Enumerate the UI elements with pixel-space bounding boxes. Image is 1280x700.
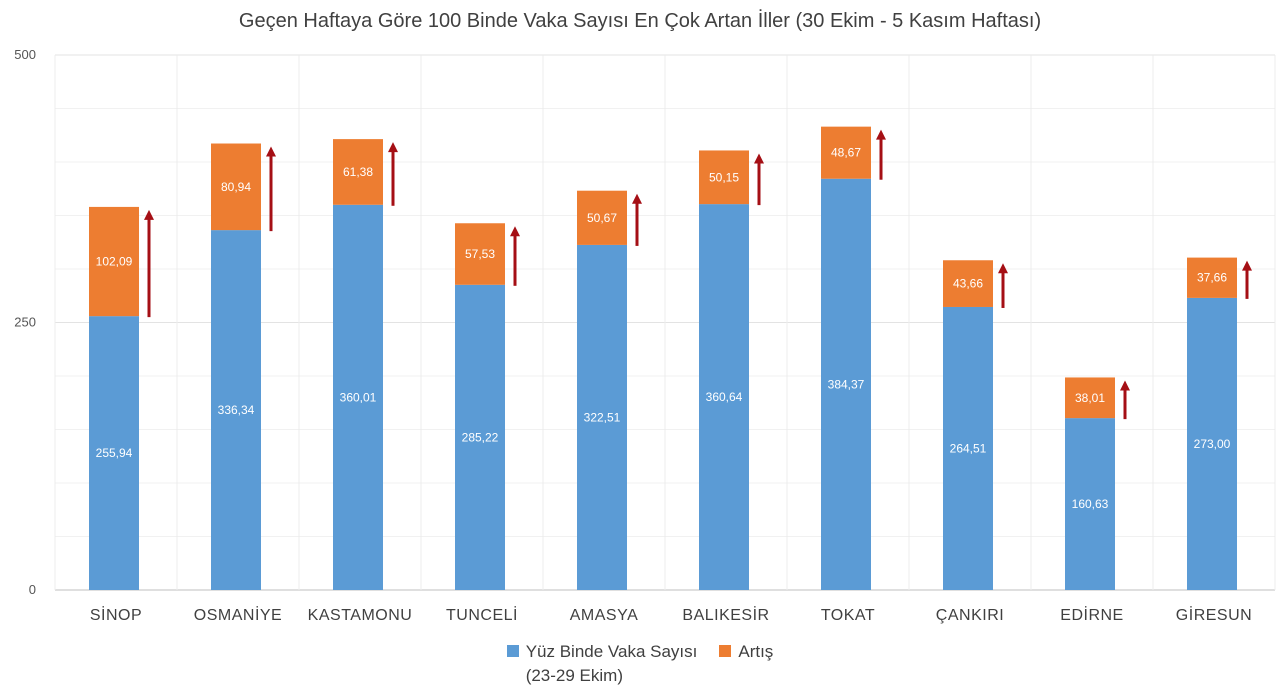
bar-base-4 [577,244,627,590]
data-label-increase-6: 48,67 [831,146,861,160]
category-label-3: TUNCELİ [446,605,518,624]
bars [89,126,1237,590]
data-label-increase-9: 37,66 [1197,271,1227,285]
legend-swatch-increase [719,645,732,657]
legend-swatch-base [506,645,519,657]
bar-increase-7 [943,260,993,307]
category-label-2: KASTAMONU [308,607,413,624]
bar-base-0 [89,316,139,590]
arrow-head-4 [632,193,642,204]
category-label-6: TOKAT [821,607,875,624]
stacked-bar-chart: 0 250 500 255,94 102,09 336,34 80,94 360,01 61,… [14,47,1276,624]
legend-label-base-line2: (23-29 Ekim) [525,666,623,685]
y-axis-ticks: 0 250 500 [14,47,36,597]
arrow-head-5 [754,153,764,164]
data-label-increase-7: 43,66 [953,277,983,291]
data-label-base-2: 360,01 [340,390,377,404]
bar-increase-0 [89,206,139,317]
bar-base-9 [1187,297,1237,590]
data-label-increase-8: 38,01 [1075,391,1105,405]
data-label-increase-1: 80,94 [221,180,251,194]
legend-item-increase: Artış [719,640,773,664]
legend-label-base: Yüz Binde Vaka Sayısı (23-29 Ekim) [526,640,698,688]
category-label-7: ÇANKIRI [936,607,1004,624]
arrow-head-9 [1242,260,1252,271]
bar-increase-1 [211,143,261,231]
arrow-head-7 [998,263,1008,274]
legend-label-base-line1: Yüz Binde Vaka Sayısı [525,642,698,661]
bar-base-7 [943,306,993,590]
bar-increase-2 [333,139,383,205]
data-label-increase-4: 50,67 [587,211,617,225]
arrow-head-8 [1120,380,1130,391]
category-label-9: GİRESUN [1176,605,1252,624]
data-label-increase-0: 102,09 [96,255,133,269]
y-tick-label-2: 500 [14,47,36,62]
legend: Yüz Binde Vaka Sayısı (23-29 Ekim) Artış [0,640,1280,688]
category-label-1: OSMANİYE [194,605,282,624]
arrow-head-2 [388,142,398,153]
arrow-head-6 [876,129,886,140]
chart-title: Geçen Haftaya Göre 100 Binde Vaka Sayısı… [238,10,1042,32]
category-label-4: AMASYA [570,607,639,624]
bar-increase-6 [821,126,871,179]
data-label-increase-5: 50,15 [709,170,739,184]
data-label-increase-2: 61,38 [343,165,373,179]
category-label-0: SİNOP [90,605,142,624]
arrow-head-3 [510,226,520,237]
y-tick-label-1: 250 [14,315,36,330]
data-label-base-3: 285,22 [462,430,499,444]
legend-label-increase: Artış [738,642,774,661]
legend-item-base: Yüz Binde Vaka Sayısı (23-29 Ekim) [506,640,698,688]
bar-base-8 [1065,418,1115,590]
category-label-5: BALIKESİR [682,605,769,624]
bar-increase-9 [1187,257,1237,298]
data-label-increase-3: 57,53 [465,247,495,261]
category-label-8: EDİRNE [1060,605,1123,624]
data-label-base-7: 264,51 [950,441,987,455]
data-labels: 255,94 102,09 336,34 80,94 360,01 61,38 285,22… [96,146,1231,511]
bar-increase-4 [577,190,627,245]
x-axis-labels: SİNOP OSMANİYE KASTAMONU TUNCELİ AMASYA BALIK… [90,605,1252,624]
data-label-base-6: 384,37 [828,377,865,391]
data-label-base-8: 160,63 [1072,497,1109,511]
bar-base-1 [211,230,261,590]
bar-increase-3 [455,223,505,285]
increase-arrows [144,129,1252,420]
arrow-head-0 [144,209,154,220]
data-label-base-9: 273,00 [1194,437,1231,451]
bar-base-5 [699,204,749,590]
bar-base-3 [455,284,505,590]
y-tick-label-0: 0 [29,582,36,597]
bar-base-6 [821,178,871,590]
bar-base-2 [333,204,383,590]
data-label-base-0: 255,94 [96,446,133,460]
data-label-base-1: 336,34 [218,403,255,417]
data-label-base-5: 360,64 [706,390,743,404]
data-label-base-4: 322,51 [584,410,621,424]
arrow-head-1 [266,146,276,157]
bar-increase-8 [1065,377,1115,419]
bar-increase-5 [699,150,749,205]
